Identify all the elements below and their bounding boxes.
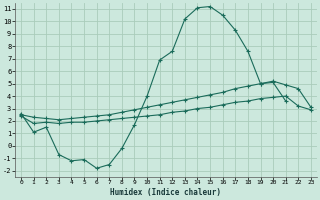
X-axis label: Humidex (Indice chaleur): Humidex (Indice chaleur): [110, 188, 221, 197]
